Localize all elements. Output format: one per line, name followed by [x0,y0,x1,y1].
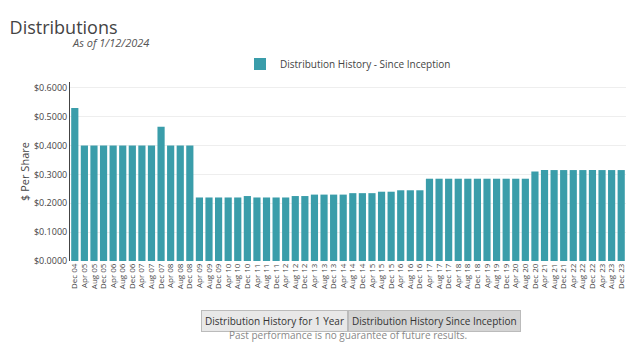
svg-text:Apr 22: Apr 22 [567,263,578,288]
svg-text:As of 1/12/2024: As of 1/12/2024 [72,35,149,50]
svg-text:Aug 15: Aug 15 [375,263,386,289]
svg-text:Apr 10: Apr 10 [222,263,233,288]
svg-text:Dec 06: Dec 06 [126,263,137,289]
svg-text:Aug 17: Aug 17 [433,263,444,289]
svg-text:Apr 18: Apr 18 [452,263,463,288]
svg-text:Dec 05: Dec 05 [97,263,108,289]
svg-text:Apr 05: Apr 05 [78,263,89,288]
svg-text:Apr 17: Apr 17 [423,263,434,288]
svg-text:Dec 17: Dec 17 [442,263,453,289]
svg-text:$ Per Share: $ Per Share [17,142,32,201]
svg-text:Aug 20: Aug 20 [519,263,530,289]
svg-text:Aug 07: Aug 07 [145,263,156,289]
svg-text:Apr 19: Apr 19 [481,263,492,288]
svg-text:$0.5000: $0.5000 [34,110,67,123]
svg-text:Apr 07: Apr 07 [136,263,147,288]
svg-text:$0.2000: $0.2000 [34,196,67,209]
svg-text:Apr 13: Apr 13 [308,263,319,288]
svg-text:Apr 16: Apr 16 [394,263,405,288]
svg-text:$0.0000: $0.0000 [34,254,67,267]
svg-text:Aug 14: Aug 14 [346,263,357,289]
svg-text:Distribution History Since Inc: Distribution History Since Inception [352,314,517,328]
svg-text:Aug 18: Aug 18 [461,263,472,289]
svg-text:Apr 20: Apr 20 [509,263,520,288]
svg-text:Dec 08: Dec 08 [183,263,194,289]
svg-text:Aug 06: Aug 06 [116,263,127,289]
svg-text:Distribution History - Since I: Distribution History - Since Inception [280,57,450,71]
svg-text:Dec 18: Dec 18 [471,263,482,289]
svg-text:Dec 21: Dec 21 [557,264,568,289]
svg-text:Dec 07: Dec 07 [155,263,166,289]
svg-text:Apr 14: Apr 14 [337,263,348,288]
svg-text:Aug 21: Aug 21 [548,264,559,290]
svg-text:Apr 23: Apr 23 [596,263,607,288]
svg-text:Dec 22: Dec 22 [586,263,597,289]
svg-text:Apr 12: Apr 12 [279,263,290,288]
svg-text:Apr 11: Apr 11 [251,264,262,288]
svg-text:Dec 14: Dec 14 [356,263,367,289]
svg-text:Dec 09: Dec 09 [212,263,223,289]
svg-text:Dec 19: Dec 19 [500,263,511,289]
svg-text:$0.1000: $0.1000 [34,225,67,238]
svg-text:$0.3000: $0.3000 [34,168,67,181]
svg-text:Dec 16: Dec 16 [414,263,425,289]
svg-text:Dec 23: Dec 23 [615,263,626,289]
svg-text:Dec 20: Dec 20 [529,263,540,289]
svg-text:Dec 11: Dec 11 [270,264,281,289]
svg-text:$0.4000: $0.4000 [34,139,67,152]
svg-text:Aug 22: Aug 22 [576,263,587,289]
svg-text:Apr 21: Apr 21 [538,264,549,288]
svg-text:Aug 09: Aug 09 [203,263,214,289]
svg-text:Aug 19: Aug 19 [490,263,501,289]
svg-text:Dec 04: Dec 04 [68,263,79,289]
svg-text:Aug 13: Aug 13 [318,263,329,289]
svg-text:Apr 06: Apr 06 [107,263,118,288]
svg-text:Aug 12: Aug 12 [289,263,300,289]
svg-text:Dec 15: Dec 15 [385,263,396,289]
svg-text:Dec 13: Dec 13 [327,263,338,289]
svg-text:Dec 10: Dec 10 [241,263,252,289]
svg-text:$0.6000: $0.6000 [34,81,67,94]
svg-text:Apr 09: Apr 09 [193,263,204,288]
svg-text:Aug 16: Aug 16 [404,263,415,289]
svg-text:Aug 05: Aug 05 [88,263,99,289]
svg-text:Aug 23: Aug 23 [605,263,616,289]
svg-text:Aug 08: Aug 08 [174,263,185,289]
svg-text:Distributions: Distributions [10,15,118,39]
svg-text:Apr 08: Apr 08 [164,263,175,288]
svg-text:Aug 11: Aug 11 [260,264,271,290]
svg-text:Past performance is no guarant: Past performance is no guarantee of futu… [229,328,467,342]
svg-text:Aug 10: Aug 10 [231,263,242,289]
svg-text:Dec 12: Dec 12 [298,263,309,289]
svg-text:Apr 15: Apr 15 [366,263,377,288]
svg-text:Distribution History for 1 Yea: Distribution History for 1 Year [205,314,344,328]
